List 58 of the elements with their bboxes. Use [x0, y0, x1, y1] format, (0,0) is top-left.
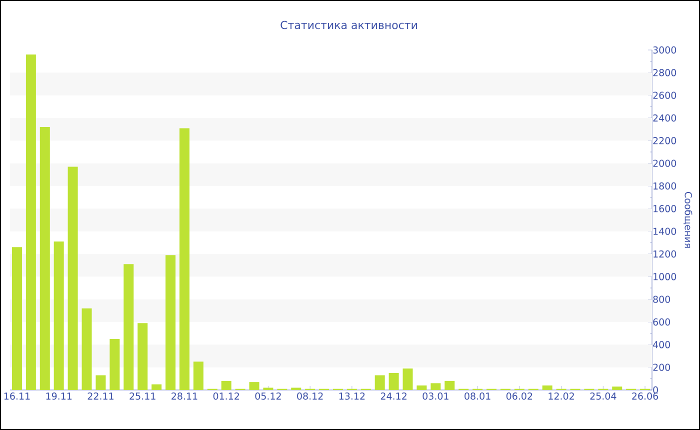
x-tick-label: 01.12 — [213, 392, 239, 400]
bar — [416, 385, 427, 390]
x-tick-label: 03.01 — [422, 392, 448, 400]
chart-title: Статистика активности — [280, 20, 417, 30]
bar — [249, 382, 260, 390]
y-tick-label: 3000 — [653, 46, 676, 54]
bar — [166, 255, 176, 390]
x-tick-label: 06.02 — [506, 392, 532, 400]
bar — [82, 308, 92, 390]
y-tick-label: 1400 — [654, 228, 676, 235]
y-tick-label: 2400 — [653, 114, 676, 122]
bar — [179, 128, 190, 390]
x-tick-label: 19.11 — [46, 392, 72, 400]
bar — [138, 323, 148, 390]
y-tick-label: 400 — [653, 341, 670, 348]
bar — [12, 247, 22, 390]
bar — [388, 372, 399, 390]
y-tick-label: 1200 — [654, 250, 676, 258]
y-tick-label: 2800 — [653, 69, 676, 76]
bar — [96, 375, 106, 390]
x-tick-label: 13.12 — [339, 392, 365, 400]
y-tick-label: 800 — [653, 296, 670, 303]
bar — [430, 383, 441, 390]
bar — [124, 264, 134, 390]
x-tick-label: 28.11 — [172, 392, 198, 400]
x-tick-label: 22.11 — [88, 392, 114, 400]
bar — [40, 127, 50, 390]
bar — [221, 380, 232, 390]
x-tick-label: 05.12 — [255, 392, 281, 400]
y-tick-label: 2200 — [653, 137, 676, 144]
bar — [26, 54, 36, 390]
y-tick-label: 0 — [653, 386, 658, 394]
bar — [542, 385, 552, 390]
y-tick-label: 1000 — [654, 273, 676, 280]
bar — [374, 375, 385, 390]
y-axis-title: Сообщения — [684, 192, 692, 248]
x-tick-label: 24.12 — [380, 392, 406, 400]
y-tick-label: 1800 — [654, 182, 676, 190]
y-tick-label: 600 — [653, 318, 670, 326]
bar — [68, 166, 78, 390]
bar — [193, 362, 204, 390]
y-tick-label: 200 — [653, 364, 670, 371]
x-tick-label: 12.02 — [548, 392, 574, 400]
y-tick-label: 1600 — [654, 205, 676, 212]
bar — [110, 338, 120, 390]
bar — [612, 386, 622, 390]
y-tick-label: 2600 — [653, 92, 676, 99]
bar — [444, 380, 455, 390]
x-tick-label: 08.01 — [464, 392, 490, 400]
x-tick-label: 25.04 — [590, 392, 616, 400]
bar — [54, 242, 64, 390]
x-tick-label: 08.12 — [297, 392, 323, 400]
y-tick-label: 2000 — [653, 160, 676, 167]
x-tick-label: 26.06 — [632, 392, 658, 400]
bar — [402, 368, 413, 390]
x-tick-label: 25.11 — [130, 392, 156, 400]
bar — [152, 384, 162, 390]
x-tick-label: 16.11 — [4, 392, 30, 400]
